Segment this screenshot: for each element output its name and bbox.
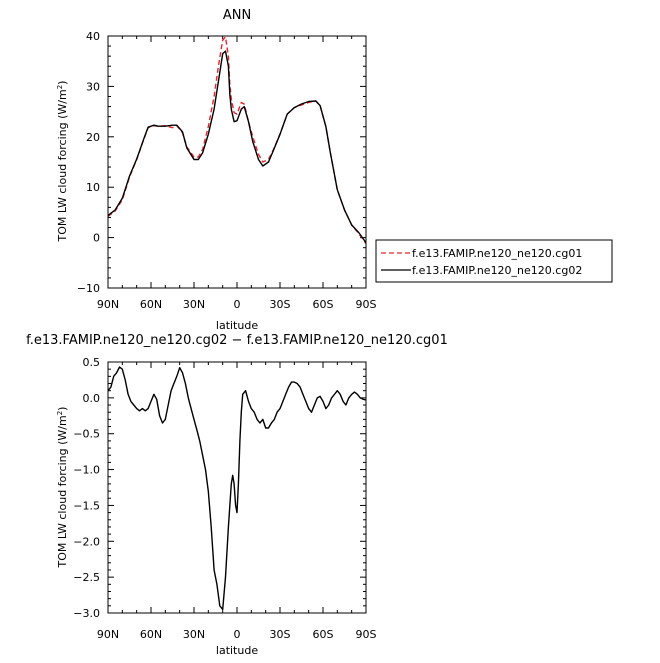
bottom-panel: f.e13.FAMIP.ne120_ne120.cg02 − f.e13.FAM…	[26, 333, 448, 657]
bottom-xtick-label: 60S	[313, 628, 334, 641]
bottom-xlabel: latitude	[216, 644, 258, 657]
top-ytick-label: 40	[86, 30, 100, 43]
top-panel: ANN TOM LW cloud forcing (W/m2) latitude…	[56, 8, 377, 332]
bottom-ytick-label: −1.0	[73, 464, 100, 477]
bottom-axis-ticks: 90N 60N 30N 0 30S 60S 90S 0.5 0.0 −0.5 −1.0 −1.5 −2.…	[73, 356, 376, 641]
top-xlabel: latitude	[216, 319, 258, 332]
top-xtick-label: 30S	[270, 298, 291, 311]
top-xtick-label: 0	[234, 298, 241, 311]
legend: f.e13.FAMIP.ne120_ne120.cg01 f.e13.FAMIP…	[375, 239, 613, 283]
bottom-xtick-label: 30N	[183, 628, 205, 641]
top-xtick-label: 60N	[140, 298, 162, 311]
top-axis-ticks: 90N 60N 30N 0 30S 60S 90S −10 0 10 20 30 40	[77, 30, 377, 311]
top-ytick-label: 0	[93, 232, 100, 245]
bottom-ytick-label: −0.5	[73, 428, 100, 441]
top-series-line-1	[107, 50, 367, 244]
top-ytick-label: 20	[86, 131, 100, 144]
bottom-ytick-label: −1.5	[73, 499, 100, 512]
bottom-xtick-label: 90S	[356, 628, 377, 641]
top-title: ANN	[223, 8, 251, 23]
legend-label-cg02: f.e13.FAMIP.ne120_ne120.cg02	[412, 264, 582, 277]
bottom-xtick-label: 0	[234, 628, 241, 641]
bottom-ytick-label: −2.5	[73, 571, 100, 584]
bottom-series-line-0	[107, 366, 367, 611]
top-ylabel: TOM LW cloud forcing (W/m2)	[56, 81, 69, 243]
bottom-ytick-label: −3.0	[73, 607, 100, 620]
top-plot-frame	[107, 35, 367, 289]
bottom-title: f.e13.FAMIP.ne120_ne120.cg02 − f.e13.FAM…	[26, 333, 448, 348]
top-series-group	[107, 36, 367, 245]
bottom-ytick-label: 0.0	[83, 392, 101, 405]
top-ytick-label: 10	[86, 181, 100, 194]
top-series-line-0	[107, 36, 367, 245]
bottom-xtick-label: 90N	[97, 628, 119, 641]
top-xtick-label: 60S	[313, 298, 334, 311]
bottom-ytick-label: 0.5	[83, 356, 101, 369]
bottom-plot-frame	[107, 361, 367, 614]
bottom-ytick-label: −2.0	[73, 535, 100, 548]
bottom-xtick-label: 30S	[270, 628, 291, 641]
top-xtick-label: 90S	[356, 298, 377, 311]
legend-label-cg01: f.e13.FAMIP.ne120_ne120.cg01	[412, 247, 582, 260]
top-xtick-label: 30N	[183, 298, 205, 311]
top-ytick-label: −10	[77, 282, 100, 295]
bottom-xtick-label: 60N	[140, 628, 162, 641]
legend-box	[375, 239, 613, 283]
top-xtick-label: 90N	[97, 298, 119, 311]
top-ytick-label: 30	[86, 80, 100, 93]
bottom-ylabel: TOM LW cloud forcing (W/m2)	[56, 407, 69, 569]
bottom-series-group	[107, 366, 367, 611]
